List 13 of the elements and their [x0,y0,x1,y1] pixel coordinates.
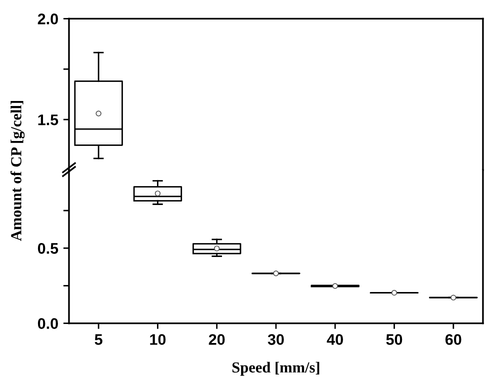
y-tick-label: 0.0 [38,318,58,329]
x-tick-label: 40 [326,334,343,345]
y-tick-label: 1.5 [38,114,58,126]
x-tick-label: 60 [445,334,462,345]
x-axis-title: Speed [mm/s] [232,362,320,376]
y-axis-title: Amount of CP [g/cell] [10,101,25,242]
x-tick-label: 50 [386,334,402,345]
x-tick-label: 20 [208,334,225,345]
y-tick-label: 2.0 [38,14,58,24]
x-tick-label: 10 [150,334,166,345]
x-tick-label: 5 [94,334,102,345]
y-tick-label: 0.5 [38,243,58,254]
x-tick-label: 30 [268,334,284,345]
